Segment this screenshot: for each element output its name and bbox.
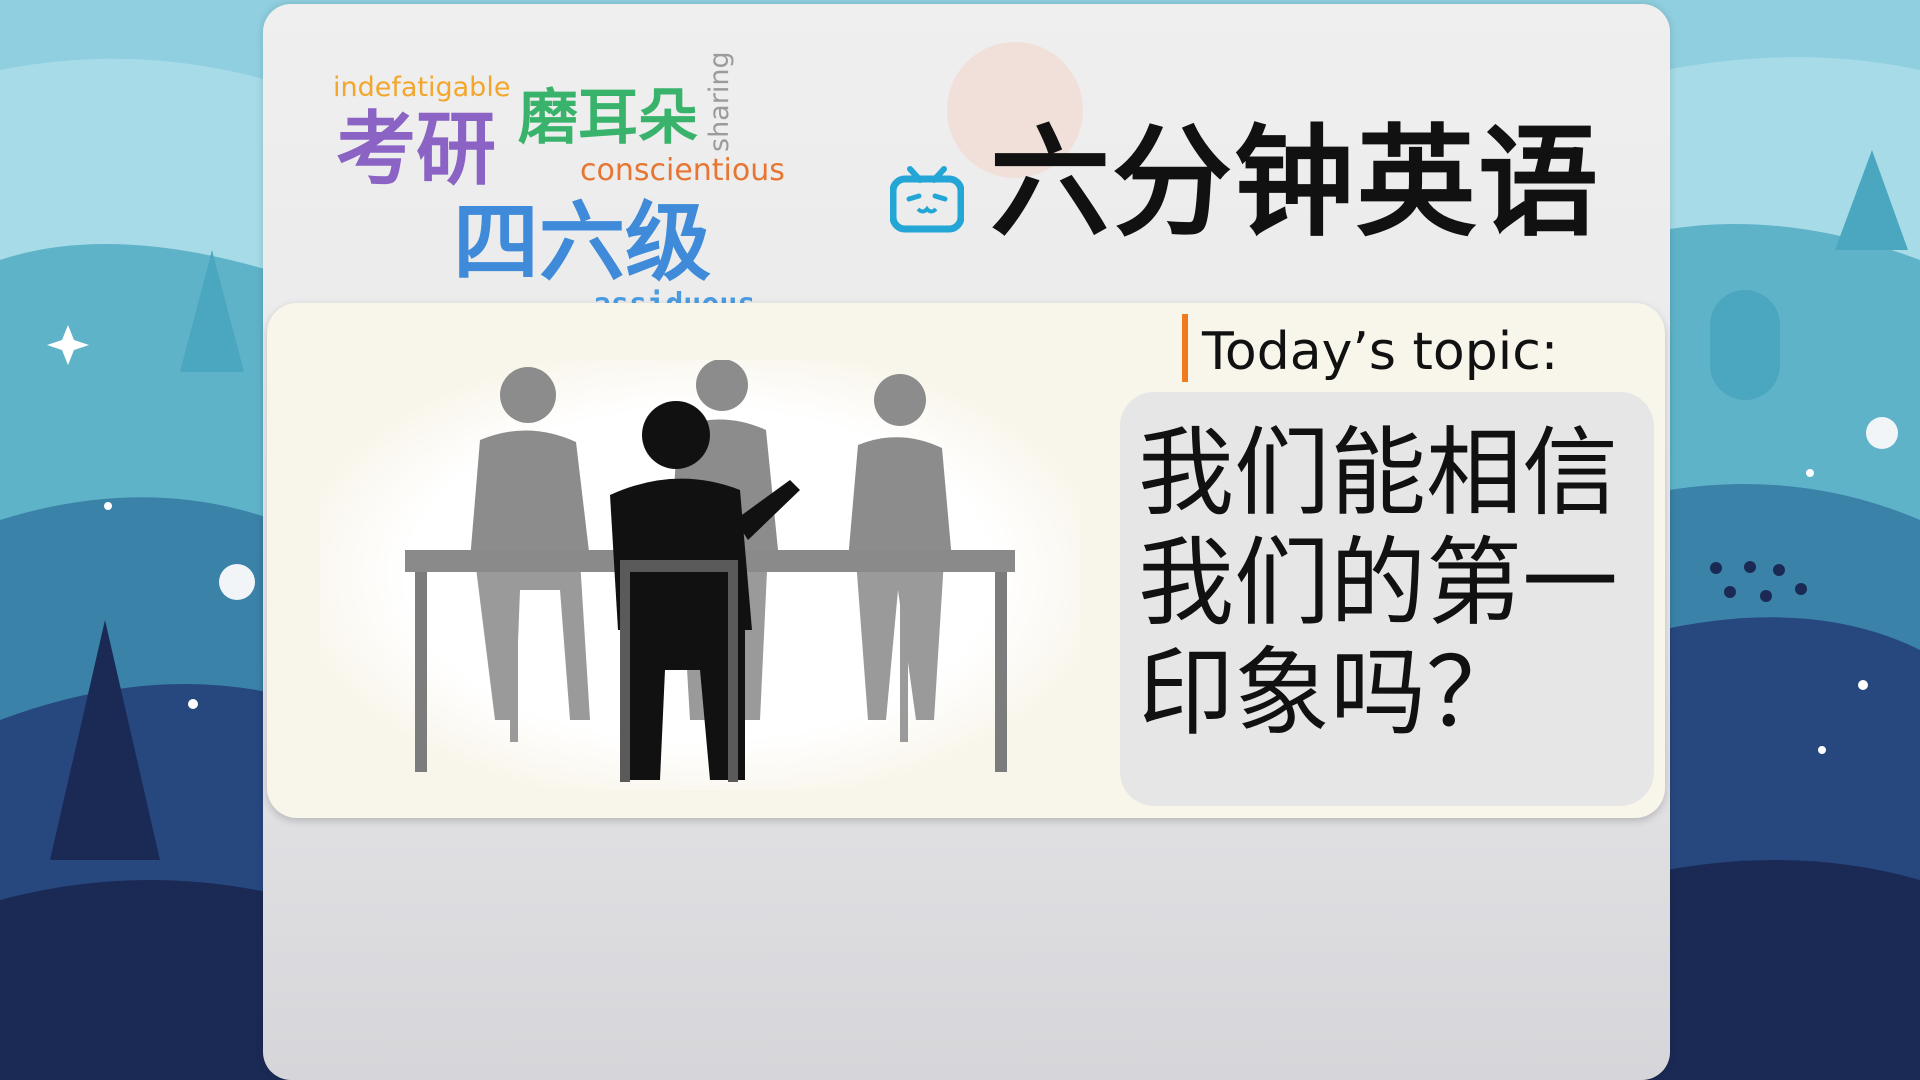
topic-accent-bar [1182,314,1188,382]
word-cloud-word: 考研 [336,103,496,196]
word-cloud-word: 磨耳朵 [518,83,698,153]
word-cloud-word: sharing [704,51,735,152]
bilibili-tv-icon [890,166,964,233]
topic-label: Today’s topic: [1202,322,1559,382]
page-title: 六分钟英语 [990,114,1600,253]
sun-decoration [947,42,1083,178]
word-cloud-word: 四六级 [453,193,711,293]
question-box [1120,392,1654,806]
word-cloud-word: indefatigable [333,72,511,103]
interview-silhouette-illustration [320,360,1080,790]
topic-question: 我们能相信我们的第一印象吗？ [1138,417,1618,749]
word-cloud-word: conscientious [580,153,785,188]
